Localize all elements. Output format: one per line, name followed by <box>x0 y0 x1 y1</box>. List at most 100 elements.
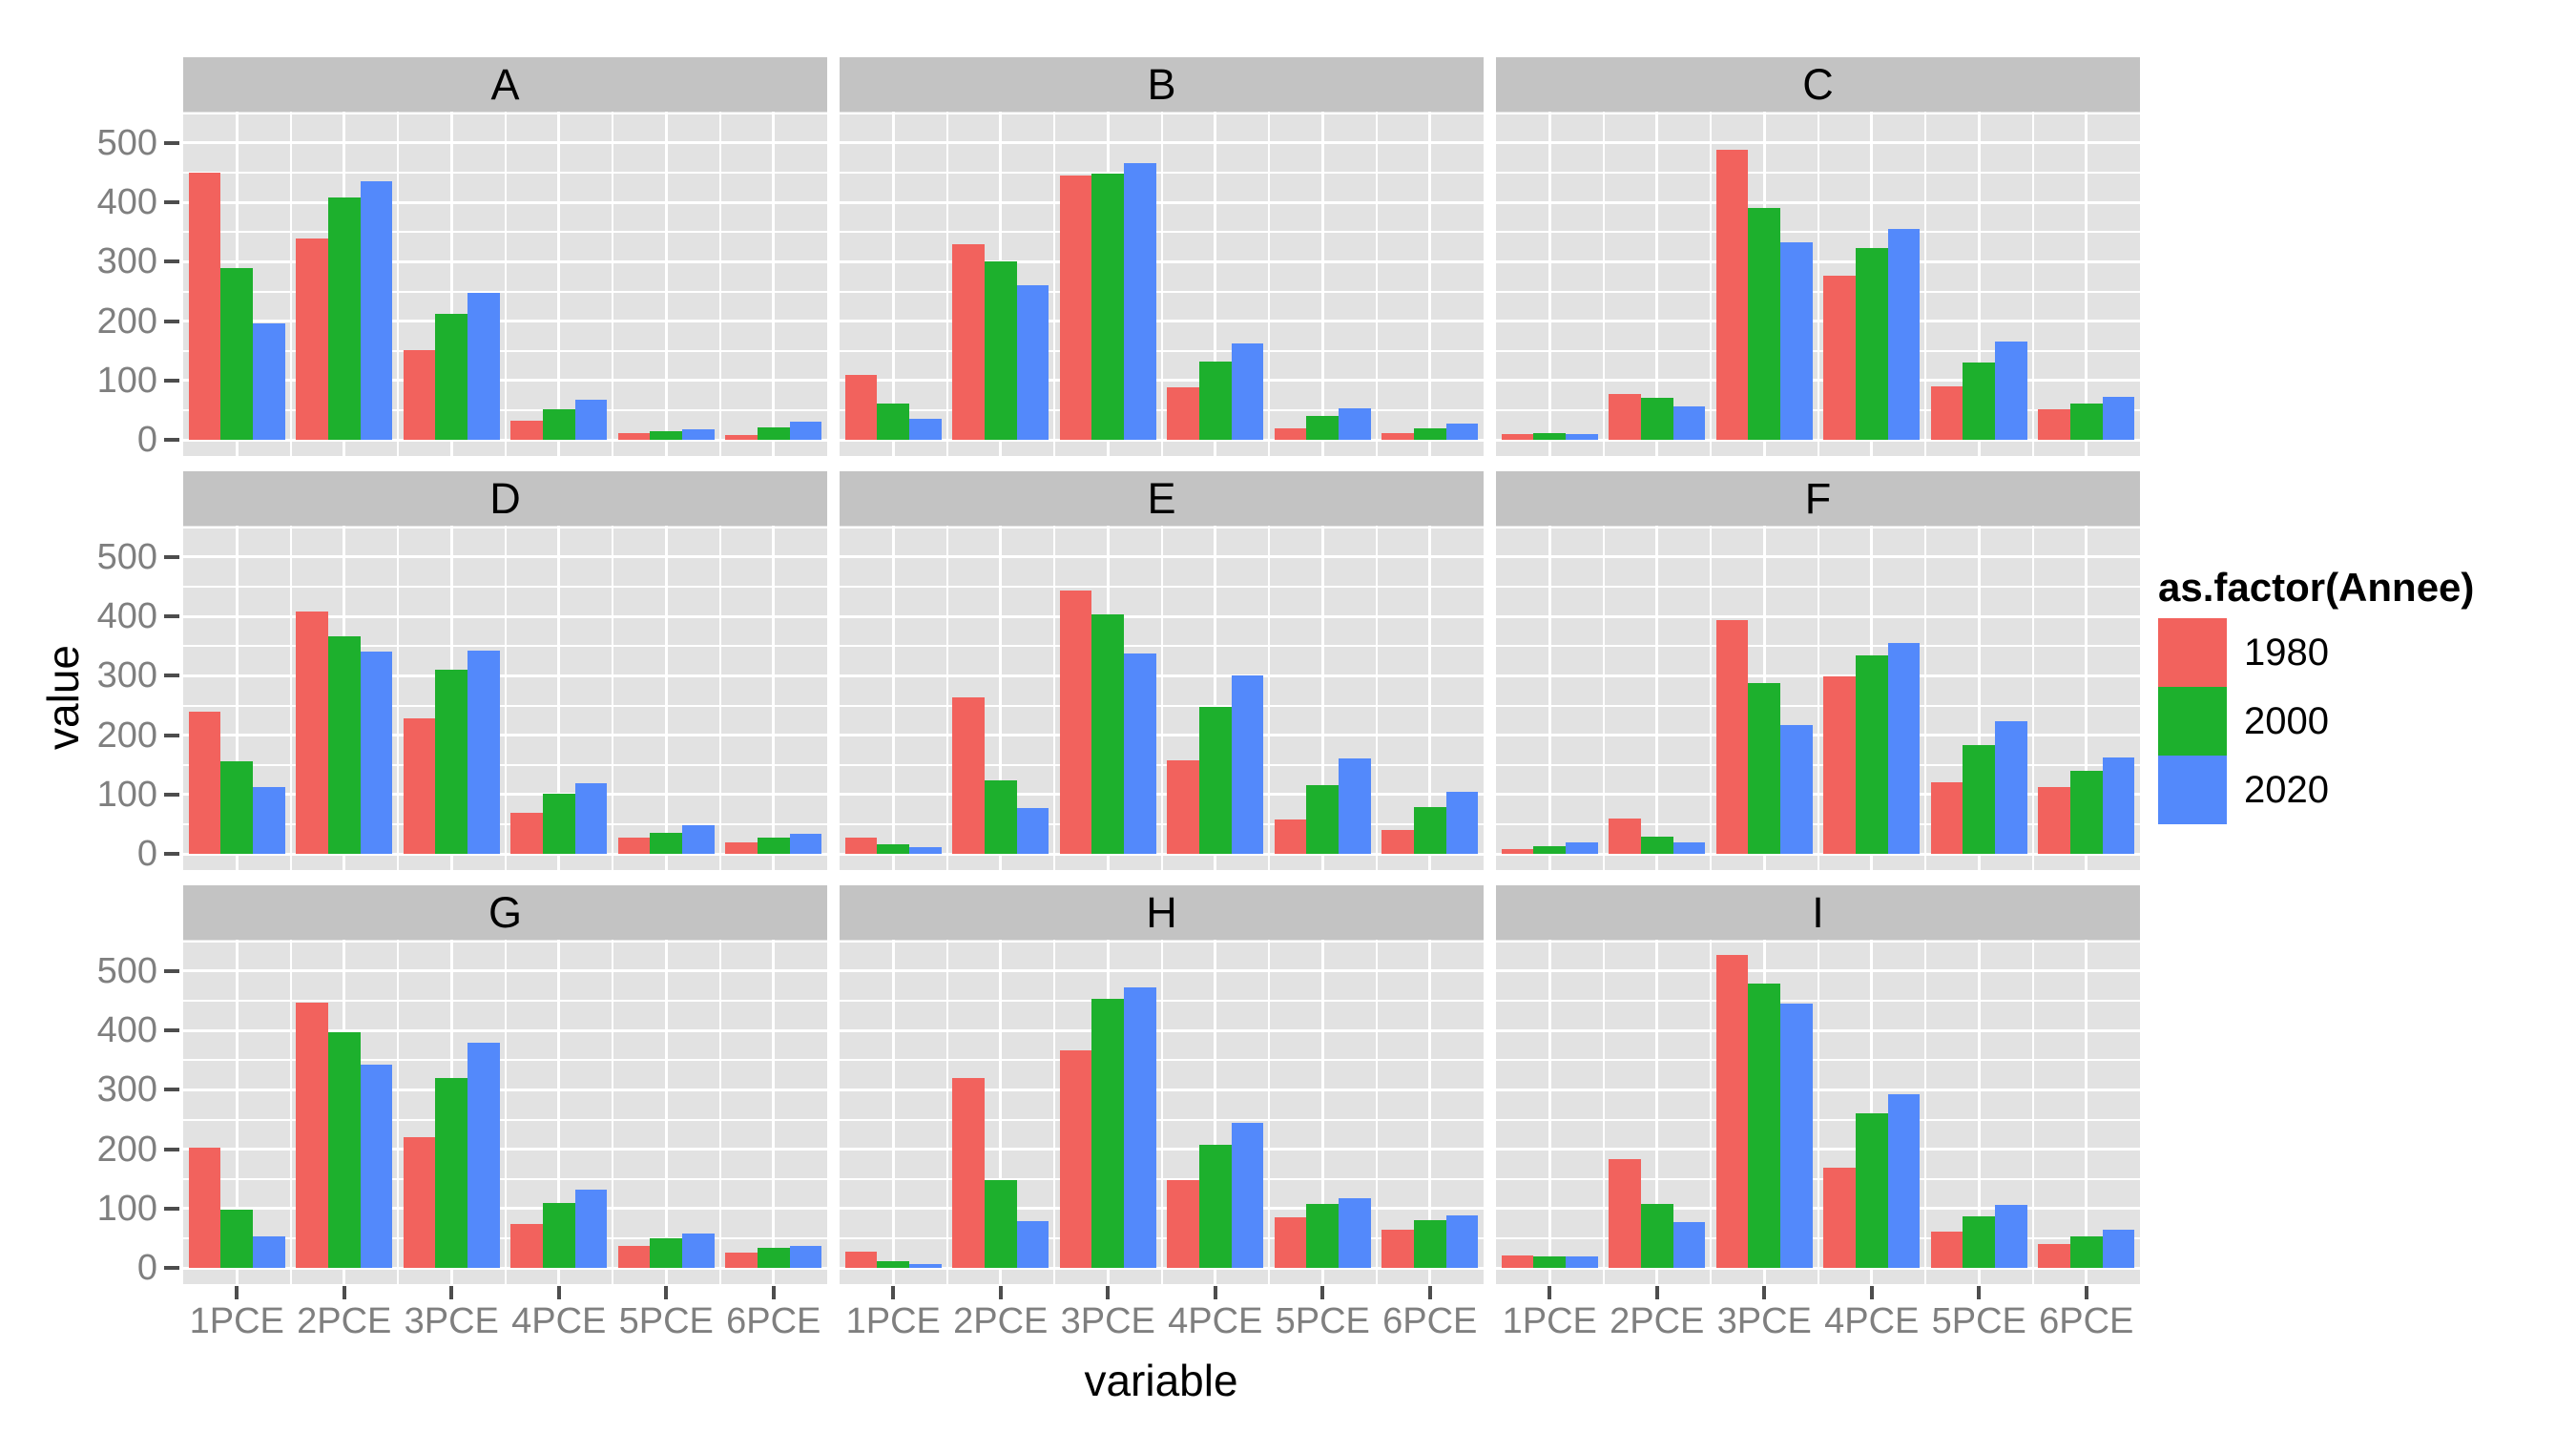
bar-C-2PCE-2000 <box>1640 398 1673 441</box>
y-tick-mark <box>164 1147 179 1151</box>
bar-D-4PCE-2020 <box>574 782 608 855</box>
y-tick-label: 200 <box>96 1129 157 1170</box>
bar-C-4PCE-2020 <box>1887 229 1921 441</box>
bar-E-6PCE-1980 <box>1381 830 1414 855</box>
facet-panel-A <box>183 112 827 456</box>
bar-D-3PCE-1980 <box>403 718 436 855</box>
bar-G-6PCE-2000 <box>757 1248 790 1269</box>
bar-A-1PCE-2020 <box>253 322 285 441</box>
bar-I-6PCE-2020 <box>2102 1229 2135 1269</box>
bar-B-2PCE-2020 <box>1016 285 1049 441</box>
x-tick-label: 5PCE <box>1275 1301 1370 1341</box>
gridline-major-v <box>1320 112 1324 456</box>
gridline-minor-v <box>289 526 292 870</box>
gridline-major-v <box>772 526 776 870</box>
y-tick-mark <box>164 140 179 145</box>
bar-B-6PCE-1980 <box>1381 433 1414 441</box>
bar-G-2PCE-2000 <box>327 1032 361 1269</box>
bar-D-3PCE-2000 <box>435 669 468 855</box>
bar-F-3PCE-1980 <box>1715 619 1749 855</box>
facet-strip-H: H <box>840 885 1484 940</box>
bar-F-4PCE-1980 <box>1823 676 1856 855</box>
bar-D-2PCE-1980 <box>296 611 328 855</box>
gridline-major-v <box>1655 526 1659 870</box>
bar-F-3PCE-2020 <box>1780 724 1813 855</box>
bar-A-1PCE-1980 <box>188 173 221 441</box>
x-tick-mark <box>891 1286 896 1299</box>
gridline-minor-v <box>945 526 948 870</box>
bar-B-6PCE-2000 <box>1413 427 1446 441</box>
gridline-major-v <box>1977 940 1981 1284</box>
bar-C-6PCE-1980 <box>2038 408 2070 441</box>
y-tick-mark <box>164 200 179 205</box>
bar-G-4PCE-2000 <box>542 1203 575 1269</box>
gridline-major-v <box>2085 940 2088 1284</box>
bar-G-4PCE-2020 <box>574 1190 608 1269</box>
facet-strip-A: A <box>183 57 827 112</box>
y-tick-label: 0 <box>136 834 157 875</box>
bar-E-2PCE-2020 <box>1016 808 1049 855</box>
facet-panel-B <box>840 112 1484 456</box>
gridline-minor-v <box>1602 526 1605 870</box>
x-tick-mark <box>2084 1286 2088 1299</box>
x-tick-mark <box>1654 1286 1659 1299</box>
x-tick-label: 3PCE <box>1716 1301 1812 1341</box>
x-tick-mark <box>1977 1286 1982 1299</box>
bar-I-4PCE-2020 <box>1887 1094 1921 1269</box>
y-tick-mark <box>164 1088 179 1092</box>
facet-strip-C: C <box>1496 57 2140 112</box>
bar-D-6PCE-2000 <box>757 838 790 855</box>
bar-F-6PCE-2000 <box>2069 771 2103 855</box>
x-tick-label: 6PCE <box>726 1301 821 1341</box>
x-tick-label: 1PCE <box>845 1301 941 1341</box>
bar-D-2PCE-2000 <box>327 636 361 855</box>
y-tick-mark <box>164 1266 179 1271</box>
facet-label-A: A <box>490 59 520 109</box>
facet-panel-C <box>1496 112 2140 456</box>
bar-F-1PCE-2020 <box>1566 841 1598 855</box>
bar-B-1PCE-2020 <box>909 419 942 441</box>
bar-I-1PCE-2020 <box>1566 1255 1598 1269</box>
x-tick-label: 2PCE <box>1610 1301 1705 1341</box>
bar-A-2PCE-2000 <box>327 197 361 441</box>
bar-B-5PCE-1980 <box>1274 427 1307 441</box>
bar-D-1PCE-2020 <box>253 787 285 855</box>
bar-A-3PCE-1980 <box>403 349 436 441</box>
x-tick-label: 6PCE <box>2039 1301 2134 1341</box>
y-tick-mark <box>164 1028 179 1033</box>
gridline-major-v <box>772 940 776 1284</box>
bar-I-3PCE-1980 <box>1715 955 1749 1269</box>
bar-G-1PCE-2020 <box>253 1235 285 1269</box>
bar-C-4PCE-2000 <box>1855 248 1888 441</box>
bar-H-1PCE-2000 <box>877 1260 910 1269</box>
gridline-major-v <box>1214 940 1217 1284</box>
bar-G-4PCE-1980 <box>510 1224 543 1269</box>
bar-G-5PCE-1980 <box>617 1246 651 1269</box>
gridline-minor-v <box>1268 526 1270 870</box>
gridline-minor-v <box>504 526 507 870</box>
gridline-major-v <box>449 112 453 456</box>
bar-A-4PCE-1980 <box>510 420 543 441</box>
facet-panel-H <box>840 940 1484 1284</box>
gridline-major-v <box>1214 112 1217 456</box>
facet-label-E: E <box>1147 473 1176 523</box>
bar-E-4PCE-1980 <box>1167 759 1199 855</box>
facet-panel-F <box>1496 526 2140 870</box>
gridline-major-v <box>1977 112 1981 456</box>
gridline-major-v <box>1548 940 1551 1284</box>
y-tick-mark <box>164 614 179 619</box>
x-tick-label: 4PCE <box>1168 1301 1263 1341</box>
bar-E-4PCE-2000 <box>1198 707 1232 855</box>
bar-E-2PCE-2000 <box>984 780 1017 855</box>
bar-B-5PCE-2000 <box>1306 416 1340 441</box>
gridline-major-v <box>1548 112 1551 456</box>
legend-key-2000 <box>2158 687 2227 756</box>
x-tick-label: 4PCE <box>1824 1301 1920 1341</box>
y-tick-label: 400 <box>96 182 157 223</box>
facet-strip-E: E <box>840 471 1484 526</box>
gridline-minor-v <box>1710 112 1712 456</box>
bar-C-6PCE-2020 <box>2102 397 2135 441</box>
facet-strip-I: I <box>1496 885 2140 940</box>
gridline-minor-v <box>612 112 613 456</box>
gridline-major-v <box>664 112 668 456</box>
